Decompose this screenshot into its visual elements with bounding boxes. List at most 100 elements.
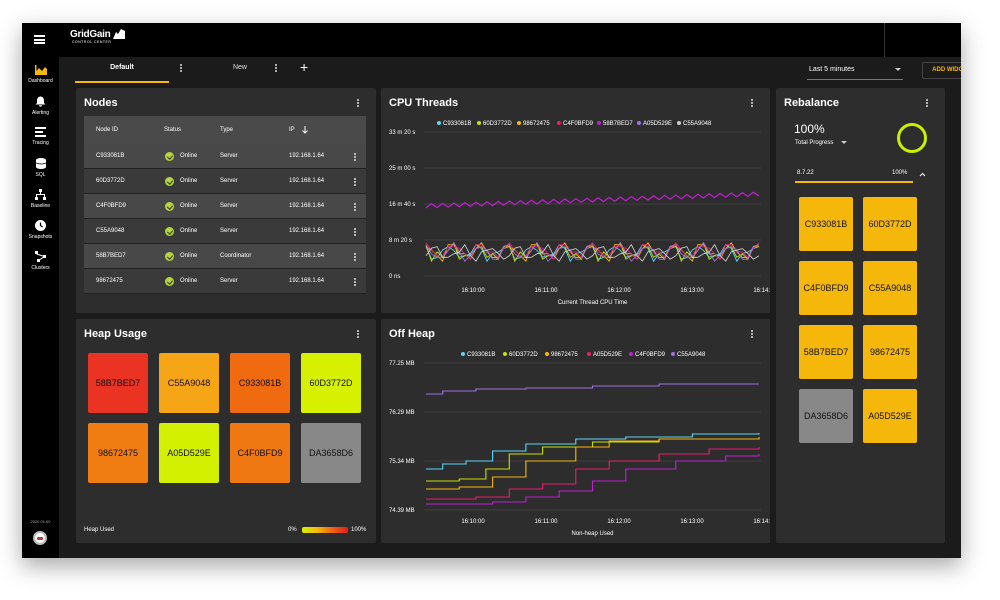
legend-label[interactable]: C55A9048	[683, 121, 712, 127]
legend-marker	[637, 121, 641, 125]
legend-label[interactable]: C4F0BFD9	[635, 352, 666, 358]
legend-label[interactable]: C933081B	[467, 352, 495, 358]
legend-label[interactable]: C933081B	[443, 121, 471, 127]
column-header-status[interactable]: Status	[164, 127, 182, 133]
y-tick-label: 33 m 20 s	[389, 130, 415, 136]
x-tick-label: 16:12:00	[607, 288, 631, 294]
tab-default[interactable]: Default	[75, 57, 169, 83]
widget-menu-icon[interactable]	[357, 99, 359, 107]
rebalance-node-tile[interactable]: DA3658D6	[799, 389, 853, 443]
ip-cell: 192.168.1.64	[289, 278, 325, 284]
widget-menu-icon[interactable]	[926, 99, 928, 107]
sidebar-item-tracing[interactable]: Tracing	[22, 127, 59, 146]
legend-label[interactable]: A05D529E	[593, 352, 622, 358]
heap-node-tile[interactable]: 60D3772D	[301, 353, 361, 413]
heap-node-tile[interactable]: 58B7BED7	[88, 353, 148, 413]
user-avatar[interactable]	[33, 531, 47, 545]
legend-label[interactable]: C55A9048	[677, 352, 706, 358]
rebalance-node-tile[interactable]: C55A9048	[863, 261, 917, 315]
widget-menu-icon[interactable]	[751, 99, 753, 107]
legend-label[interactable]: C4F0BFD9	[563, 121, 594, 127]
legend-marker	[477, 121, 481, 125]
sidebar-item-snapshots[interactable]: Snapshots	[22, 220, 59, 240]
heap-node-tile[interactable]: C55A9048	[159, 353, 219, 413]
table-row[interactable]: 60D3772D Online Server 192.168.1.64	[84, 169, 366, 194]
widget-menu-icon[interactable]	[357, 330, 359, 338]
legend-label[interactable]: 60D3772D	[483, 121, 512, 127]
legend-label[interactable]: 98672475	[551, 352, 578, 358]
row-menu-icon[interactable]	[354, 203, 356, 211]
type-cell: Server	[220, 228, 238, 234]
nodes-widget: Nodes Node ID Status Type IP C933081B Onl…	[76, 88, 376, 313]
rebalance-node-tile[interactable]: C933081B	[799, 197, 853, 251]
legend-marker	[671, 352, 675, 356]
menu-icon[interactable]	[34, 35, 45, 44]
clock-icon	[35, 220, 46, 231]
sidebar-item-dashboard[interactable]: Dashboard	[22, 65, 59, 84]
heap-used-label: Heap Used	[84, 527, 115, 533]
scale-min-label: 0%	[288, 527, 297, 533]
logo-subtext: CONTROL CENTER	[72, 40, 112, 44]
sort-down-icon[interactable]	[302, 126, 308, 134]
column-header-node-id[interactable]: Node ID	[96, 127, 119, 133]
series-line	[425, 241, 760, 262]
tab-menu-icon[interactable]	[275, 64, 277, 72]
widget-title: Nodes	[84, 97, 118, 109]
row-menu-icon[interactable]	[354, 278, 356, 286]
add-tab-icon[interactable]: +	[300, 59, 309, 75]
rebalance-node-tile[interactable]: C4F0BFD9	[799, 261, 853, 315]
legend-label[interactable]: 60D3772D	[509, 352, 538, 358]
legend-label[interactable]: 58B7BED7	[603, 121, 633, 127]
database-icon	[35, 158, 46, 169]
series-line	[426, 438, 760, 490]
sidebar-item-alerting[interactable]: Alerting	[22, 96, 59, 116]
sidebar-item-baseline[interactable]: Baseline	[22, 189, 59, 209]
dashboard-icon	[34, 65, 47, 75]
chevron-up-icon[interactable]	[919, 172, 926, 177]
sidebar-item-sql[interactable]: SQL	[22, 158, 59, 178]
heap-node-tile[interactable]: 98672475	[88, 423, 148, 483]
heap-node-tile[interactable]: C4F0BFD9	[230, 423, 290, 483]
heap-node-tile[interactable]: A05D529E	[159, 423, 219, 483]
series-line	[425, 242, 760, 263]
status-cell: Online	[180, 253, 198, 259]
version-label: 8.7.22	[797, 170, 814, 176]
legend-label[interactable]: A05D529E	[643, 121, 672, 127]
sidebar-item-label: Dashboard	[28, 78, 53, 84]
heap-usage-widget: Heap Usage 58B7BED7 C55A9048 C933081B 60D37…	[76, 319, 376, 543]
table-row[interactable]: C933081B Online Server 192.168.1.64	[84, 144, 366, 169]
sidebar-item-clusters[interactable]: Clusters	[22, 251, 59, 271]
table-row[interactable]: 98672475 Online Server 192.168.1.64	[84, 269, 366, 294]
add-widget-button[interactable]: ADD WIDGET	[922, 62, 961, 79]
legend-label[interactable]: 98672475	[523, 121, 550, 127]
table-row[interactable]: C55A9048 Online Server 192.168.1.64	[84, 219, 366, 244]
column-header-ip[interactable]: IP	[289, 127, 295, 133]
legend-marker	[517, 121, 521, 125]
table-row[interactable]: C4F0BFD9 Online Server 192.168.1.64	[84, 194, 366, 219]
column-header-type[interactable]: Type	[220, 127, 234, 133]
table-row[interactable]: 58B7BED7 Online Coordinator 192.168.1.64	[84, 244, 366, 269]
rebalance-widget: Rebalance 100% Total Progress 8.7.22 100…	[776, 88, 945, 543]
legend-marker	[587, 352, 591, 356]
rebalance-node-tile[interactable]: 60D3772D	[863, 197, 917, 251]
online-status-icon	[165, 152, 174, 161]
tab-menu-icon[interactable]	[180, 64, 182, 72]
row-menu-icon[interactable]	[354, 228, 356, 236]
tab-new[interactable]: New	[232, 64, 247, 71]
rebalance-node-tile[interactable]: A05D529E	[863, 389, 917, 443]
widget-menu-icon[interactable]	[751, 330, 753, 338]
x-axis-label: Current Thread CPU Time	[558, 300, 628, 306]
heap-node-tile[interactable]: DA3658D6	[301, 423, 361, 483]
rebalance-node-tile[interactable]: 58B7BED7	[799, 325, 853, 379]
off-heap-widget: Off Heap C933081B 60D3772D 98672475 A05D529…	[381, 319, 770, 543]
version-progress-value: 100%	[892, 170, 908, 176]
row-menu-icon[interactable]	[354, 178, 356, 186]
widget-title: Rebalance	[784, 97, 840, 109]
row-menu-icon[interactable]	[354, 153, 356, 161]
heap-node-tile[interactable]: C933081B	[230, 353, 290, 413]
status-cell: Online	[180, 278, 198, 284]
time-range-select[interactable]: Last 5 minutes	[807, 63, 903, 80]
rebalance-node-tile[interactable]: 98672475	[863, 325, 917, 379]
row-menu-icon[interactable]	[354, 253, 356, 261]
total-progress-select[interactable]: Total Progress	[795, 140, 848, 146]
